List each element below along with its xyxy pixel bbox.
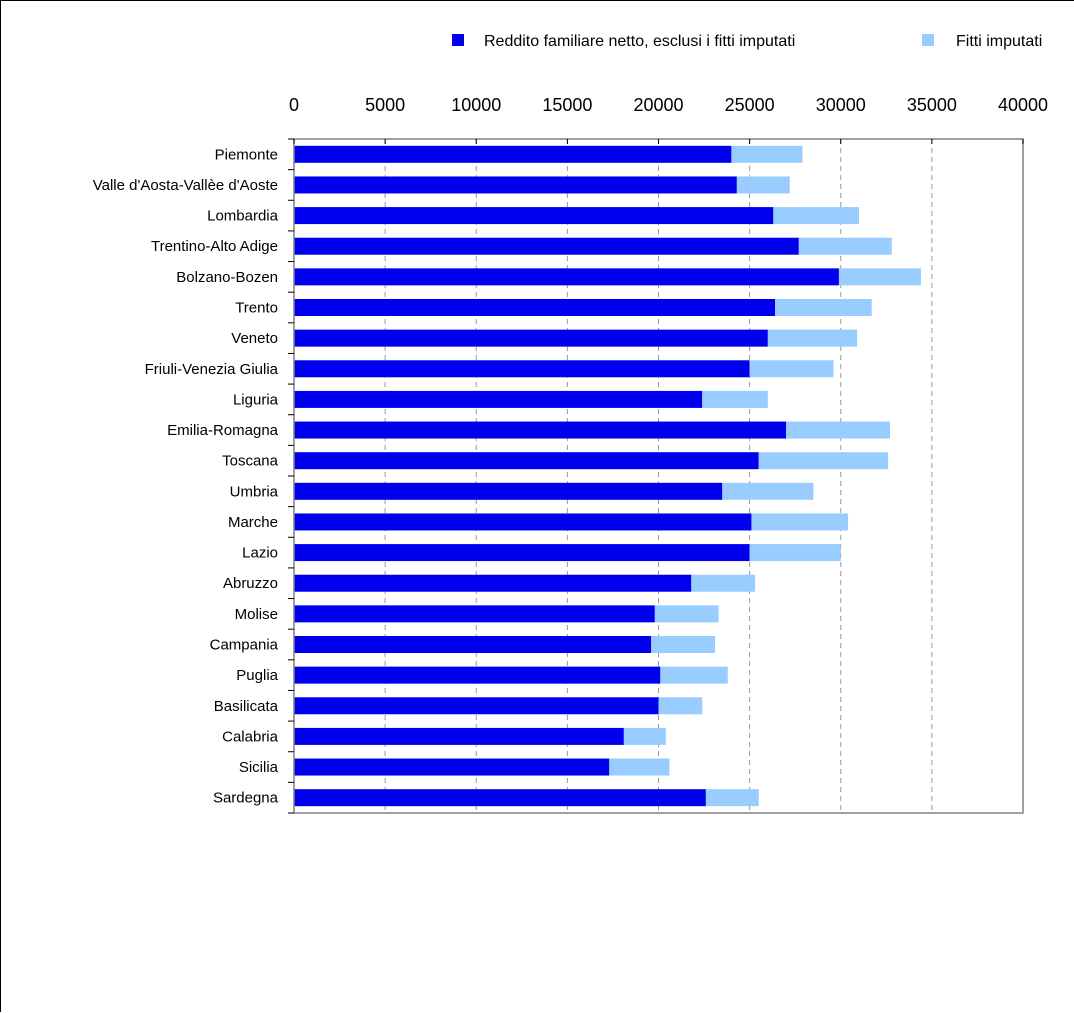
x-tick-label: 0 (289, 95, 299, 115)
category-label: Trento (235, 300, 278, 317)
bar-segment-imputed-rent (838, 268, 921, 286)
bar-segment-imputed-rent (722, 482, 814, 500)
x-tick-labels: 0 5000 10000 15000 20000 25000 30000 35000 40000 (289, 95, 1048, 115)
bar-segment-imputed-rent (775, 299, 872, 316)
category-label: Molise (235, 606, 278, 623)
bar-segment-imputed-rent (798, 237, 892, 255)
bar-segment-imputed-rent (749, 360, 834, 378)
legend-swatch (452, 34, 464, 46)
bar-segment-income (294, 176, 737, 194)
legend-swatch (922, 34, 934, 46)
category-label: Marche (228, 514, 278, 531)
bar-segment-imputed-rent (767, 329, 858, 347)
x-tick-label: 25000 (725, 95, 775, 115)
category-label: Lombardia (207, 208, 279, 225)
bar-segment-imputed-rent (658, 697, 703, 715)
bar-segment-income (294, 329, 768, 347)
category-label: Piemonte (215, 146, 278, 163)
x-tick-label: 15000 (542, 95, 592, 115)
bar-segment-imputed-rent (705, 789, 759, 807)
x-tick-label: 40000 (998, 95, 1048, 115)
bar-segment-income (294, 145, 732, 163)
category-label: Abruzzo (223, 575, 278, 592)
category-label: Basilicata (214, 698, 279, 715)
bar-segment-imputed-rent (609, 758, 670, 776)
bar-segment-imputed-rent (736, 176, 790, 194)
bar-segment-imputed-rent (749, 544, 841, 562)
category-label: Sardegna (213, 790, 279, 807)
bar-segment-income (294, 299, 776, 316)
bar-segment-imputed-rent (651, 636, 715, 653)
x-tick-label: 10000 (451, 95, 501, 115)
bar-segment-income (294, 636, 652, 653)
category-label: Valle d'Aosta-Vallèe d'Aoste (93, 177, 278, 194)
x-tick-label: 35000 (907, 95, 957, 115)
bar-segment-income (294, 452, 759, 470)
category-label: Veneto (231, 330, 278, 347)
category-label: Umbria (230, 483, 279, 500)
bar-segment-imputed-rent (623, 727, 666, 745)
category-label: Puglia (236, 667, 278, 684)
bar-segment-income (294, 207, 774, 225)
bar-segment-imputed-rent (731, 145, 803, 163)
bar-segment-income (294, 482, 723, 500)
bar-segment-income (294, 513, 752, 531)
category-label: Sicilia (239, 759, 279, 776)
bar-segment-imputed-rent (702, 390, 768, 408)
bar-segment-income (294, 727, 624, 745)
category-label: Lazio (242, 545, 278, 562)
category-label: Campania (210, 637, 279, 654)
category-label: Calabria (222, 728, 279, 745)
x-tick-label: 30000 (816, 95, 866, 115)
category-label: Bolzano-Bozen (176, 269, 278, 286)
bar-segment-income (294, 789, 706, 807)
bar-segment-imputed-rent (786, 421, 890, 439)
bar-segment-income (294, 544, 750, 562)
bar-segment-income (294, 390, 703, 408)
legend-label: Fitti imputati (956, 33, 1042, 50)
bar-segment-income (294, 758, 610, 776)
bar-segment-imputed-rent (758, 452, 889, 470)
bar-segment-income (294, 237, 799, 255)
category-label: Friuli-Venezia Giulia (145, 361, 279, 378)
bar-segment-income (294, 421, 787, 439)
bar-segment-imputed-rent (773, 207, 859, 225)
bar-segment-income (294, 574, 692, 592)
legend-label: Reddito familiare netto, esclusi i fitti… (484, 33, 795, 50)
bar-series (294, 145, 921, 807)
bar-segment-imputed-rent (751, 513, 849, 531)
category-label: Liguria (233, 391, 279, 408)
category-label: Toscana (222, 453, 279, 470)
category-labels: Piemonte Valle d'Aosta-Vallèe d'Aoste Lomb… (93, 146, 279, 806)
category-label: Trentino-Alto Adige (151, 238, 278, 255)
bar-segment-imputed-rent (654, 605, 719, 623)
axes (288, 138, 1024, 814)
category-label: Emilia-Romagna (167, 422, 279, 439)
bar-segment-income (294, 666, 661, 684)
x-tick-label: 20000 (633, 95, 683, 115)
bar-segment-imputed-rent (660, 666, 728, 684)
bar-segment-income (294, 360, 750, 378)
bar-segment-income (294, 605, 655, 623)
bar-segment-imputed-rent (691, 574, 756, 592)
x-tick-label: 5000 (365, 95, 405, 115)
bar-segment-income (294, 268, 839, 286)
legend: Reddito familiare netto, esclusi i fitti… (452, 33, 1042, 50)
bar-segment-income (294, 697, 659, 715)
